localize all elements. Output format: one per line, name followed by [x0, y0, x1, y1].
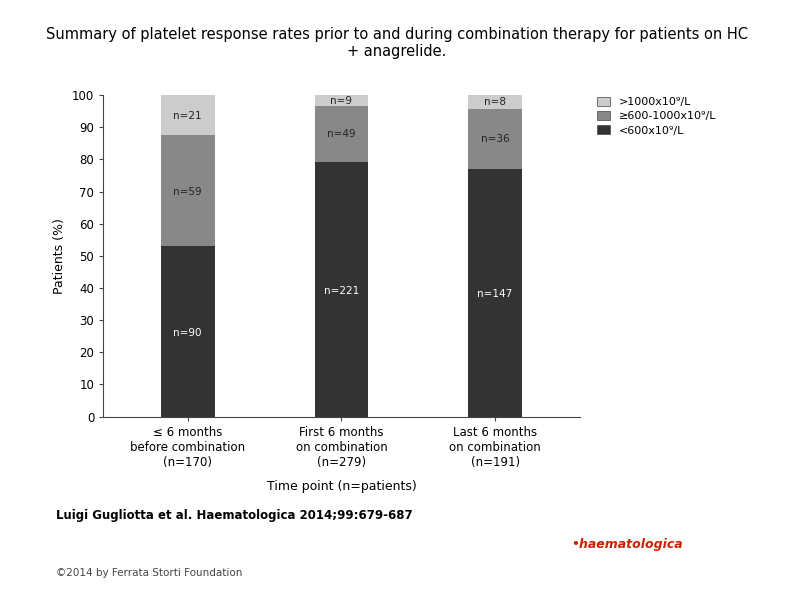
Bar	[161, 95, 214, 135]
Text: n=221: n=221	[324, 286, 359, 296]
Text: n=36: n=36	[481, 133, 510, 143]
Text: n=49: n=49	[327, 129, 356, 139]
Bar	[314, 105, 368, 162]
Text: ©2014 by Ferrata Storti Foundation: ©2014 by Ferrata Storti Foundation	[56, 568, 242, 578]
Bar	[468, 169, 522, 416]
Text: n=21: n=21	[173, 111, 202, 121]
Text: Summary of platelet response rates prior to and during combination therapy for p: Summary of platelet response rates prior…	[46, 27, 748, 59]
Bar	[468, 109, 522, 169]
Text: n=8: n=8	[484, 96, 506, 107]
Bar	[468, 95, 522, 109]
Legend: >1000x10⁹/L, ≥600-1000x10⁹/L, <600x10⁹/L: >1000x10⁹/L, ≥600-1000x10⁹/L, <600x10⁹/L	[595, 95, 719, 138]
Text: n=147: n=147	[477, 289, 513, 299]
Bar	[314, 95, 368, 105]
Text: n=9: n=9	[330, 96, 353, 106]
Text: •haematologica: •haematologica	[572, 538, 684, 551]
Text: Luigi Gugliotta et al. Haematologica 2014;99:679-687: Luigi Gugliotta et al. Haematologica 201…	[56, 509, 412, 522]
Text: n=90: n=90	[174, 328, 202, 338]
X-axis label: Time point (n=patients): Time point (n=patients)	[267, 480, 416, 493]
Bar	[161, 135, 214, 246]
Bar	[314, 162, 368, 416]
Text: n=59: n=59	[173, 187, 202, 196]
Y-axis label: Patients (%): Patients (%)	[53, 218, 67, 294]
Bar	[161, 246, 214, 416]
